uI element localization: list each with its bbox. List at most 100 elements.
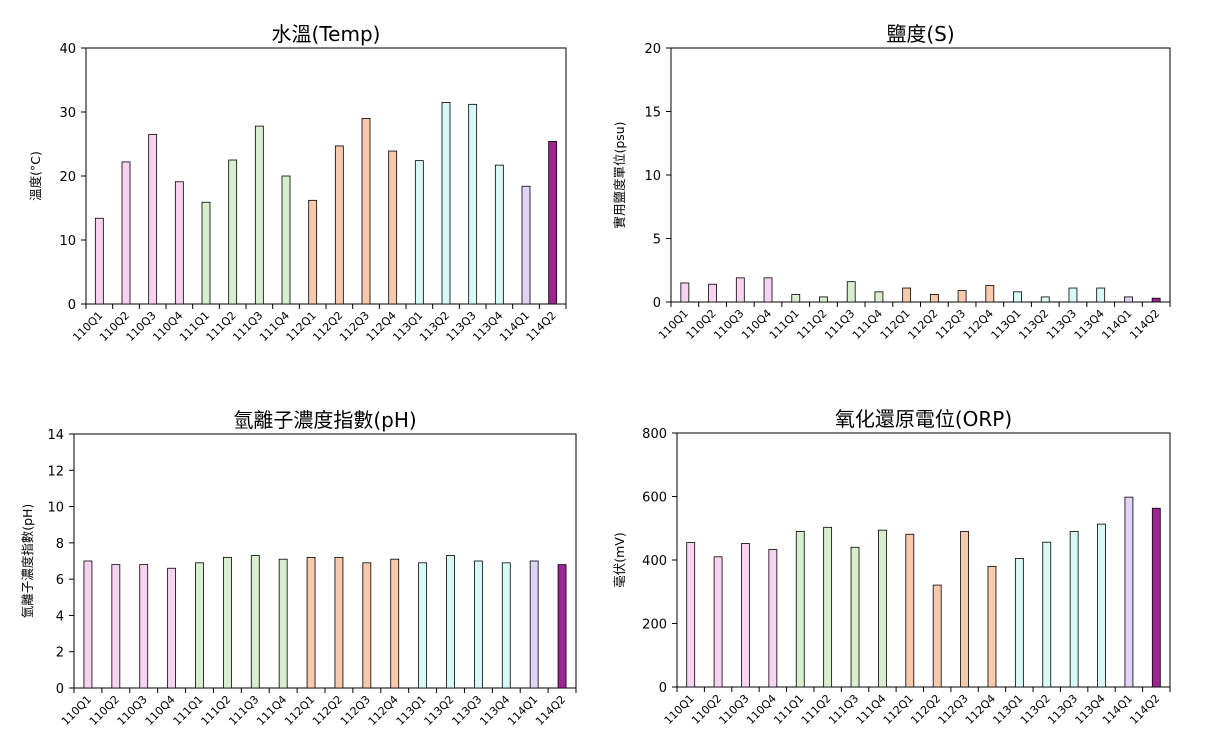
y-tick-label: 4: [56, 609, 64, 624]
x-tick-label: 112Q2: [310, 693, 345, 728]
x-tick-label: 111Q1: [767, 307, 802, 342]
bar-110Q4: [763, 277, 773, 303]
chart-title: 鹽度(S): [886, 22, 954, 46]
x-tick-label: 110Q1: [59, 693, 94, 728]
bar-112Q3: [361, 118, 371, 305]
x-tick-label: 113Q2: [1016, 307, 1051, 342]
y-tick-label: 10: [59, 234, 76, 249]
x-tick-label: 112Q4: [963, 692, 998, 727]
bar-114Q2: [548, 141, 558, 305]
x-tick-label: 111Q2: [794, 307, 829, 342]
bar-113Q2: [1042, 541, 1052, 688]
bar-111Q1: [201, 201, 211, 305]
bar-113Q2: [441, 102, 451, 305]
x-tick-label: 110Q3: [115, 693, 150, 728]
bar-111Q1: [795, 531, 805, 688]
x-tick-label: 114Q2: [533, 693, 568, 728]
bar-110Q1: [83, 560, 93, 689]
bar-110Q3: [741, 543, 750, 688]
x-tick-label: 113Q4: [1072, 307, 1107, 342]
x-tick-label: 114Q1: [1099, 307, 1134, 342]
plot-frame: [676, 432, 1171, 688]
x-tick-label: 110Q1: [656, 307, 691, 342]
x-tick-label: 112Q2: [908, 692, 943, 727]
x-tick-label: 110Q4: [744, 692, 779, 727]
x-tick-label: 111Q4: [254, 693, 289, 728]
x-tick-label: 113Q3: [1045, 692, 1080, 727]
bar-110Q2: [708, 283, 717, 303]
x-tick-label: 112Q2: [905, 307, 940, 342]
x-tick-label: 110Q2: [689, 692, 724, 727]
bar-112Q3: [957, 290, 967, 303]
bar-110Q2: [121, 161, 131, 305]
bar-111Q1: [195, 562, 204, 689]
bar-112Q1: [308, 199, 318, 305]
chart-panel-1: 水溫(Temp)010203040溫度(°C)110Q1110Q2110Q311…: [28, 22, 567, 344]
x-tick-label: 111Q2: [198, 693, 233, 728]
x-tick-label: 111Q4: [850, 307, 885, 342]
bar-113Q1: [418, 562, 428, 689]
bar-114Q1: [521, 185, 531, 305]
bar-111Q4: [878, 529, 887, 688]
x-tick-label: 114Q2: [1127, 692, 1162, 727]
x-tick-label: 114Q1: [505, 693, 540, 728]
bar-112Q3: [960, 531, 969, 688]
x-tick-label: 113Q4: [477, 693, 512, 728]
x-tick-label: 113Q3: [1044, 307, 1079, 342]
x-tick-label: 112Q3: [936, 692, 971, 727]
x-tick-label: 110Q2: [87, 693, 122, 728]
bar-110Q1: [94, 217, 104, 305]
x-tick-label: 110Q4: [143, 693, 178, 728]
bar-112Q2: [929, 293, 939, 303]
bar-110Q1: [686, 542, 696, 688]
y-tick-label: 6: [56, 573, 64, 588]
bar-112Q1: [905, 533, 915, 688]
bar-112Q4: [388, 150, 398, 305]
x-tick-label: 111Q1: [171, 693, 206, 728]
bar-110Q3: [139, 564, 149, 689]
bar-114Q2: [1151, 507, 1161, 688]
x-tick-label: 110Q3: [716, 692, 751, 727]
x-tick-label: 112Q1: [878, 307, 913, 342]
y-tick-label: 14: [47, 428, 64, 443]
x-tick-label: 114Q2: [524, 309, 559, 344]
bar-111Q2: [228, 159, 238, 305]
bar-113Q4: [1097, 523, 1106, 688]
y-tick-label: 20: [59, 170, 76, 185]
chart-panel-3: 氫離子濃度指數(pH)02468101214氫離子濃度指數(pH)110Q111…: [20, 408, 577, 728]
x-tick-label: 112Q4: [961, 307, 996, 342]
x-tick-label: 111Q3: [226, 693, 261, 728]
bar-111Q3: [850, 546, 860, 688]
bar-110Q3: [148, 133, 158, 305]
bar-112Q2: [334, 556, 344, 689]
bar-112Q4: [985, 285, 995, 303]
bar-111Q4: [874, 291, 884, 303]
bar-112Q3: [362, 562, 372, 689]
bar-113Q1: [1013, 291, 1022, 303]
y-tick-label: 0: [659, 681, 667, 696]
y-tick-label: 0: [68, 298, 76, 313]
chart-panel-4: 氧化還原電位(ORP) 0 200 400 600 800 毫伏(mV) 110Q1110Q2…: [612, 407, 1171, 727]
x-tick-label: 112Q1: [282, 693, 317, 728]
y-tick-label: 0: [56, 682, 64, 697]
y-tick-label: 800: [642, 427, 667, 442]
x-tick-label: 113Q1: [989, 307, 1024, 342]
x-tick-label: 114Q2: [1127, 307, 1162, 342]
y-tick-label: 5: [653, 233, 661, 248]
bar-110Q4: [768, 549, 778, 688]
bar-110Q3: [735, 277, 745, 303]
bar-112Q2: [334, 145, 344, 305]
y-tick-label: 0: [653, 296, 661, 311]
y-tick-label: 12: [47, 464, 64, 479]
bar-113Q3: [1069, 531, 1079, 688]
plot-frame: [670, 47, 1171, 303]
bar-111Q2: [819, 296, 828, 303]
x-tick-label: 113Q4: [1073, 692, 1108, 727]
chart-panel-2: 鹽度(S)05101520實用鹽度單位(psu)110Q1110Q2110Q31…: [612, 22, 1171, 342]
bar-112Q4: [390, 558, 400, 689]
bar-111Q4: [278, 558, 288, 689]
x-tick-label: 112Q4: [366, 693, 401, 728]
x-tick-label: 110Q4: [739, 307, 774, 342]
chart-title: 氧化還原電位(ORP): [835, 407, 1012, 431]
plot-frame: [85, 47, 567, 305]
